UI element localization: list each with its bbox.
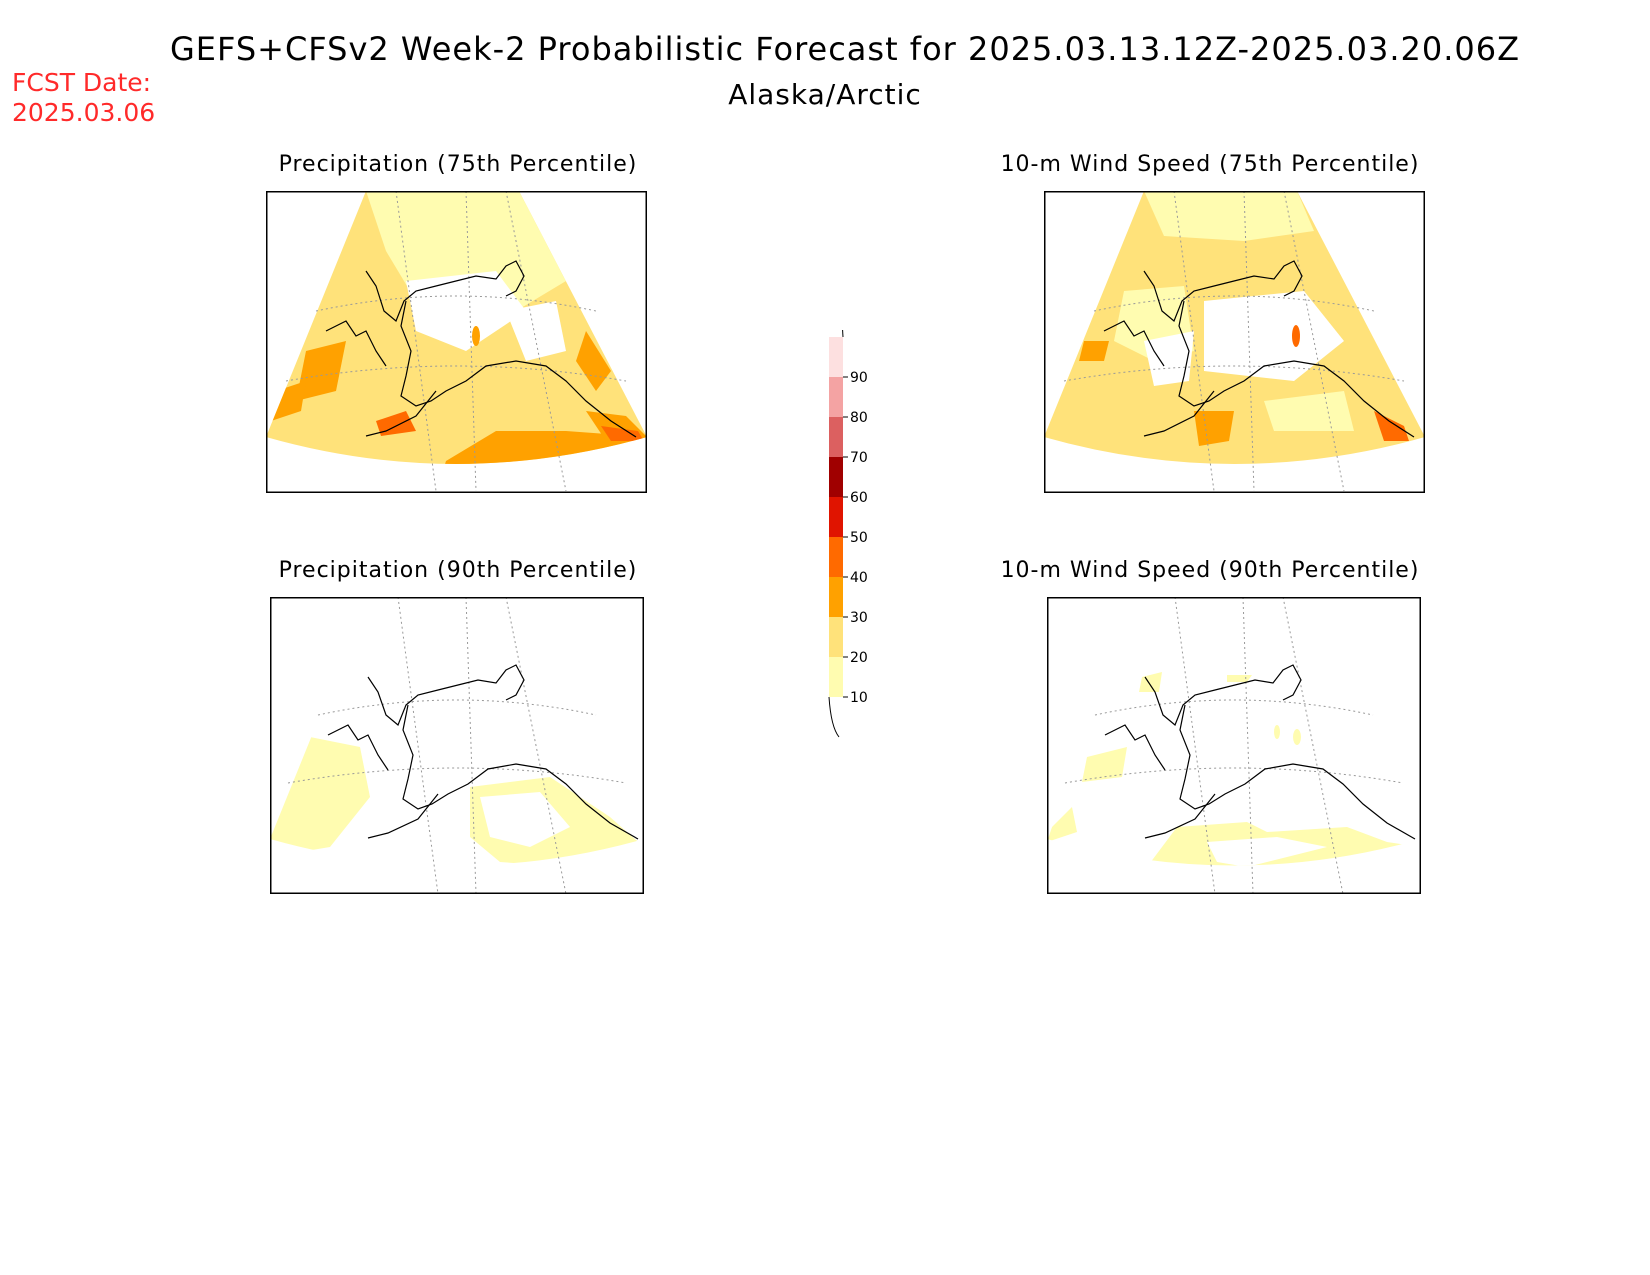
colorbar-tail <box>828 696 840 738</box>
fcst-date-label: FCST Date: <box>12 68 152 97</box>
panel-title-precip-75: Precipitation (75th Percentile) <box>278 152 638 177</box>
main-title: GEFS+CFSv2 Week-2 Probabilistic Forecast… <box>169 30 1521 68</box>
fcst-date-value: 2025.03.06 <box>12 98 156 127</box>
panel-title-wind-90: 10-m Wind Speed (90th Percentile) <box>1000 558 1420 583</box>
map-precip-90 <box>270 597 644 894</box>
color-legend: 10 20 30 40 50 60 70 80 90 <box>825 296 885 754</box>
colorbar-label: 70 <box>850 450 868 466</box>
colorbar-swatch <box>829 497 843 537</box>
colorbar-swatch <box>829 577 843 617</box>
map-precip-75 <box>266 191 647 493</box>
colorbar-label: 60 <box>850 490 868 506</box>
panel-title-precip-90: Precipitation (90th Percentile) <box>278 558 638 583</box>
colorbar-swatch <box>829 337 843 377</box>
colorbar-label: 50 <box>850 530 868 546</box>
colorbar-label: 30 <box>850 610 868 626</box>
map-wind-90 <box>1047 597 1421 894</box>
colorbar-label: 90 <box>850 370 868 386</box>
map-wind-75 <box>1044 191 1425 493</box>
colorbar-label: 40 <box>850 570 868 586</box>
region-title: Alaska/Arctic <box>728 78 922 111</box>
colorbar-head <box>841 296 846 338</box>
colorbar-label: 20 <box>850 650 868 666</box>
colorbar-swatch <box>829 377 843 417</box>
colorbar-label: 80 <box>850 410 868 426</box>
colorbar-label: 10 <box>850 690 868 706</box>
colorbar-swatch <box>829 617 843 657</box>
colorbar-swatch <box>829 657 843 697</box>
colorbar-swatch <box>829 537 843 577</box>
colorbar-swatch <box>829 457 843 497</box>
colorbar-swatch <box>829 417 843 457</box>
panel-title-wind-75: 10-m Wind Speed (75th Percentile) <box>1000 152 1420 177</box>
